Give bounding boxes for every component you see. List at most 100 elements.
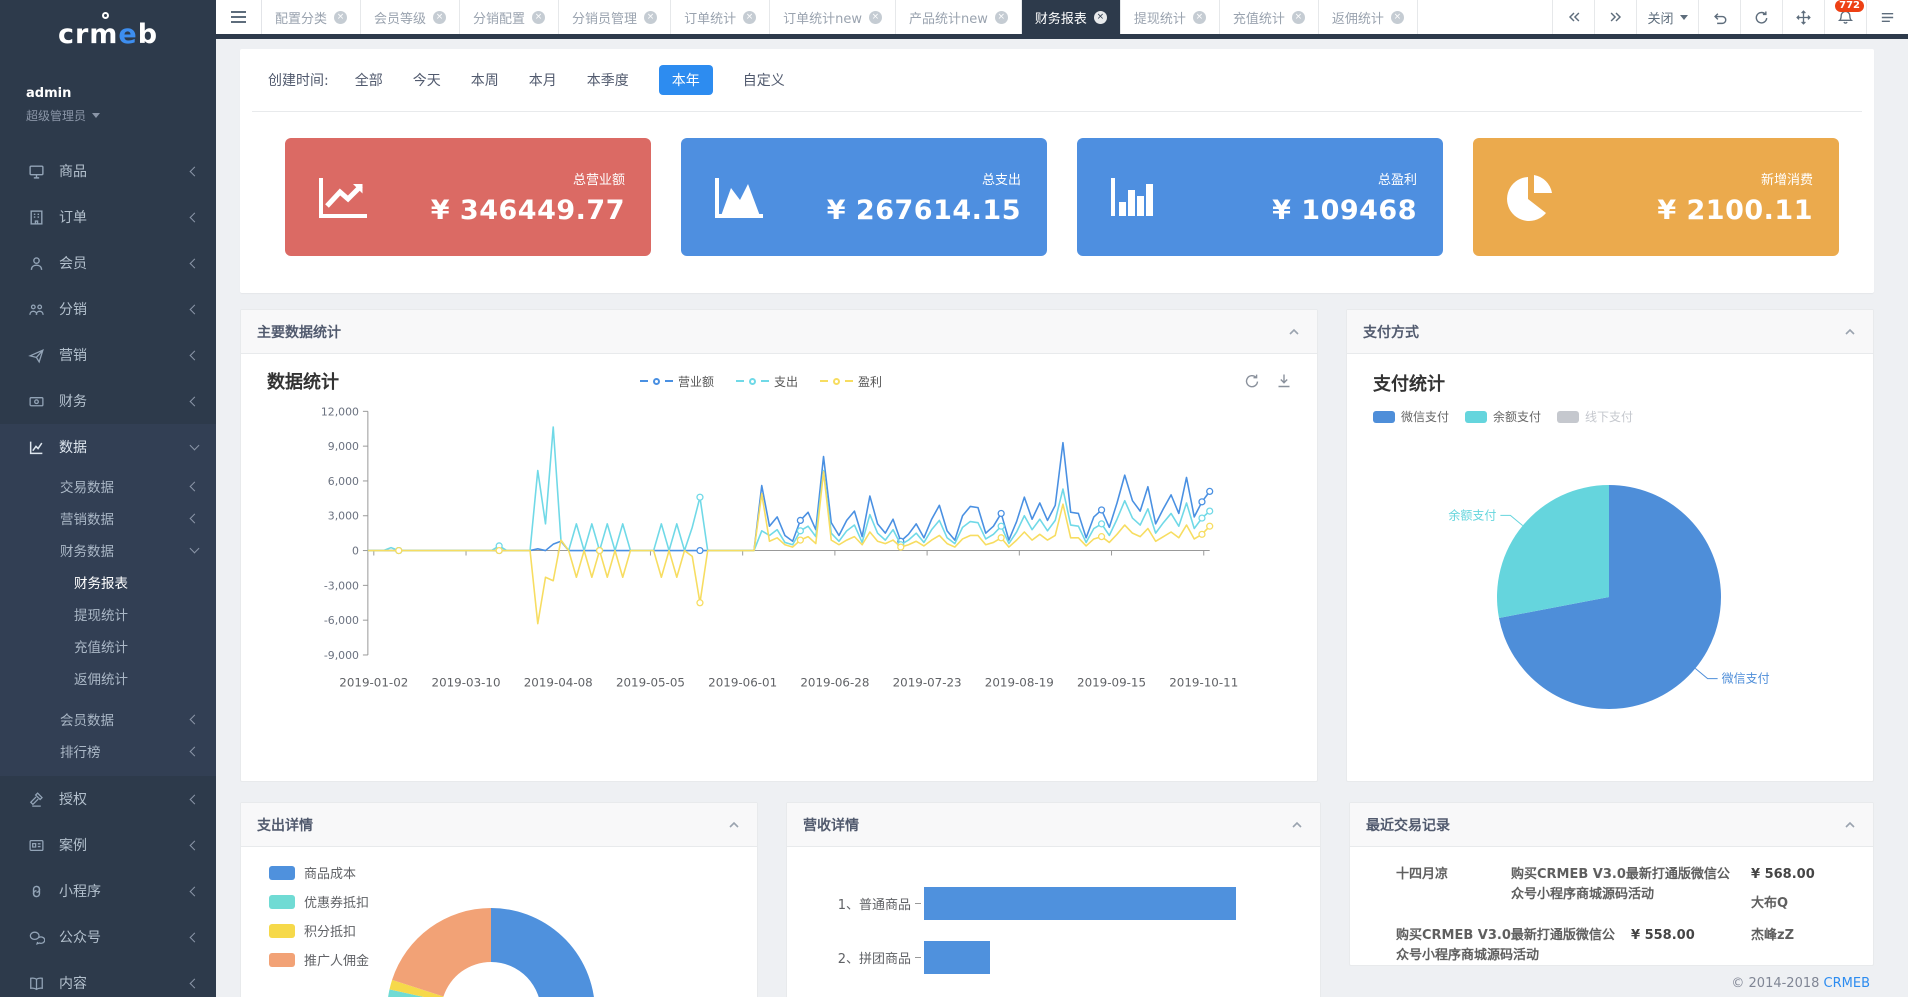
- sidebar-item-orders[interactable]: 订单: [0, 194, 216, 240]
- filter-option-month[interactable]: 本月: [528, 73, 557, 89]
- sidebar-item-member-data[interactable]: 会员数据: [0, 703, 216, 735]
- filter-option-week[interactable]: 本周: [470, 73, 499, 89]
- transaction-price: ¥ 568.00: [1751, 867, 1815, 882]
- legend-profit[interactable]: 盈利: [820, 373, 882, 390]
- sidebar-item-distribution[interactable]: 分销: [0, 286, 216, 332]
- close-icon[interactable]: ×: [433, 10, 447, 24]
- svg-text:6,000: 6,000: [328, 475, 359, 488]
- sidebar-item-wechat-official[interactable]: 公众号: [0, 914, 216, 960]
- close-tabs-dropdown[interactable]: 关闭: [1636, 0, 1698, 34]
- line-legend: 营业额 支出 盈利: [279, 373, 1243, 390]
- sidebar-item-marketing[interactable]: 营销: [0, 332, 216, 378]
- tab-product-stats-new[interactable]: 产品统计new ×: [896, 0, 1022, 34]
- stat-label: 新增消费: [1760, 172, 1813, 188]
- close-icon[interactable]: ×: [1093, 10, 1107, 24]
- tab-distributor-manage[interactable]: 分销员管理 ×: [559, 0, 672, 34]
- sidebar-item-goods[interactable]: 商品: [0, 148, 216, 194]
- filter-option-year-active[interactable]: 本年: [658, 65, 713, 95]
- undo-button[interactable]: [1698, 0, 1740, 34]
- close-icon[interactable]: ×: [644, 10, 658, 24]
- caret-down-icon: [92, 113, 101, 118]
- sidebar-item-data[interactable]: 数据: [0, 424, 216, 470]
- sidebar-item-finance-report[interactable]: 财务报表: [74, 576, 128, 592]
- refresh-button[interactable]: [1740, 0, 1782, 34]
- user-role-dropdown[interactable]: 超级管理员: [26, 107, 216, 124]
- collapse-icon[interactable]: [1287, 325, 1301, 339]
- wechat-icon: [28, 929, 45, 946]
- legend-coupon-deduct[interactable]: 优惠券抵扣: [269, 892, 369, 911]
- sidebar-item-case[interactable]: 案例: [0, 822, 216, 868]
- tab-config-category[interactable]: 配置分类 ×: [262, 0, 362, 34]
- filter-option-today[interactable]: 今天: [412, 73, 441, 89]
- close-icon[interactable]: ×: [532, 10, 546, 24]
- sidebar-item-rebate-stats[interactable]: 返佣统计: [74, 672, 128, 688]
- close-icon[interactable]: ×: [1390, 10, 1404, 24]
- legend-goods-cost[interactable]: 商品成本: [269, 863, 369, 882]
- filter-option-all[interactable]: 全部: [354, 73, 383, 89]
- legend-wechat-pay[interactable]: 微信支付: [1373, 408, 1449, 425]
- stat-label: 总盈利: [1377, 172, 1417, 188]
- buyer-name: 杰峰zZ: [1751, 928, 1794, 943]
- tab-distribution-config[interactable]: 分销配置 ×: [460, 0, 560, 34]
- tab-member-level[interactable]: 会员等级 ×: [361, 0, 461, 34]
- collapse-icon[interactable]: [1290, 818, 1304, 832]
- crmeb-link[interactable]: CRMEB: [1823, 976, 1870, 991]
- chevron-left-icon: [189, 932, 200, 942]
- svg-text:2019-10-11: 2019-10-11: [1169, 676, 1238, 690]
- collapse-icon[interactable]: [727, 818, 741, 832]
- close-icon[interactable]: ×: [1291, 10, 1305, 24]
- sidebar-item-auth[interactable]: 授权: [0, 776, 216, 822]
- sidebar-item-miniprogram[interactable]: 小程序: [0, 868, 216, 914]
- legend-offline-pay[interactable]: 线下支付: [1557, 408, 1633, 425]
- sidebar-item-recharge-stats[interactable]: 充值统计: [74, 640, 128, 656]
- stat-value: ¥ 109468: [1272, 194, 1417, 226]
- tab-finance-report[interactable]: 财务报表 ×: [1021, 0, 1121, 34]
- chart-download-icon[interactable]: [1275, 372, 1293, 390]
- notification-bell-button[interactable]: 772: [1824, 0, 1866, 34]
- legend-points-deduct[interactable]: 积分抵扣: [269, 921, 369, 940]
- tab-recharge-stats[interactable]: 充值统计 ×: [1220, 0, 1319, 34]
- transaction-desc: 购买CRMEB V3.0最新打通版微信公众号小程序商城源码活动: [1396, 928, 1615, 963]
- fullscreen-move-button[interactable]: [1782, 0, 1824, 34]
- legend-balance-pay[interactable]: 余额支付: [1465, 408, 1541, 425]
- filter-option-custom[interactable]: 自定义: [742, 73, 785, 89]
- tab-order-stats-new[interactable]: 订单统计new ×: [770, 0, 896, 34]
- chart-refresh-icon[interactable]: [1243, 372, 1261, 390]
- crmeb-logo[interactable]: crmeb: [0, 0, 216, 68]
- close-icon[interactable]: ×: [1192, 10, 1206, 24]
- message-list-button[interactable]: [1866, 0, 1908, 34]
- sidebar-item-finance-data[interactable]: 财务数据: [0, 534, 216, 566]
- filter-option-quarter[interactable]: 本季度: [586, 73, 629, 89]
- tab-withdraw-stats[interactable]: 提现统计 ×: [1121, 0, 1220, 34]
- svg-text:2019-05-05: 2019-05-05: [616, 676, 685, 690]
- sidebar-item-withdraw-stats[interactable]: 提现统计: [74, 608, 128, 624]
- sidebar-item-ranking[interactable]: 排行榜: [0, 735, 216, 767]
- collapse-icon[interactable]: [1843, 818, 1857, 832]
- hamburger-menu-button[interactable]: [216, 0, 262, 34]
- close-icon[interactable]: ×: [334, 10, 348, 24]
- scroll-tabs-left-button[interactable]: [1552, 0, 1594, 34]
- sidebar-item-trade-data[interactable]: 交易数据: [0, 470, 216, 502]
- sidebar-item-finance[interactable]: 财务: [0, 378, 216, 424]
- tab-order-stats[interactable]: 订单统计 ×: [671, 0, 771, 34]
- close-icon[interactable]: ×: [868, 10, 882, 24]
- stat-card-turnover: 总营业额 ¥ 346449.77: [285, 138, 651, 256]
- close-icon[interactable]: ×: [994, 10, 1008, 24]
- legend-expense[interactable]: 支出: [735, 373, 798, 390]
- sidebar-item-marketing-data[interactable]: 营销数据: [0, 502, 216, 534]
- close-icon[interactable]: ×: [743, 10, 757, 24]
- legend-promoter-commission[interactable]: 推广人佣金: [269, 950, 369, 969]
- member-icon: [28, 255, 45, 272]
- topbar-controls: 关闭 772: [1552, 0, 1908, 34]
- sidebar-item-members[interactable]: 会员: [0, 240, 216, 286]
- legend-turnover[interactable]: 营业额: [639, 373, 714, 390]
- date-filter: 创建时间: 全部 今天 本周 本月 本季度 本年 自定义: [240, 49, 1874, 111]
- transaction-price-and-buyer: ¥ 568.00 大布Q: [1751, 865, 1861, 913]
- revenue-detail-panel: 营收详情 1、普通商品 2、拼团商品: [786, 802, 1321, 997]
- tab-rebate-stats[interactable]: 返佣统计 ×: [1319, 0, 1418, 34]
- collapse-icon[interactable]: [1843, 325, 1857, 339]
- scroll-tabs-right-button[interactable]: [1594, 0, 1636, 34]
- miniprogram-icon: [28, 883, 45, 900]
- sidebar-item-content[interactable]: 内容: [0, 960, 216, 997]
- sidebar-menu: 商品 订单 会员 分销 营销 财务: [0, 148, 216, 997]
